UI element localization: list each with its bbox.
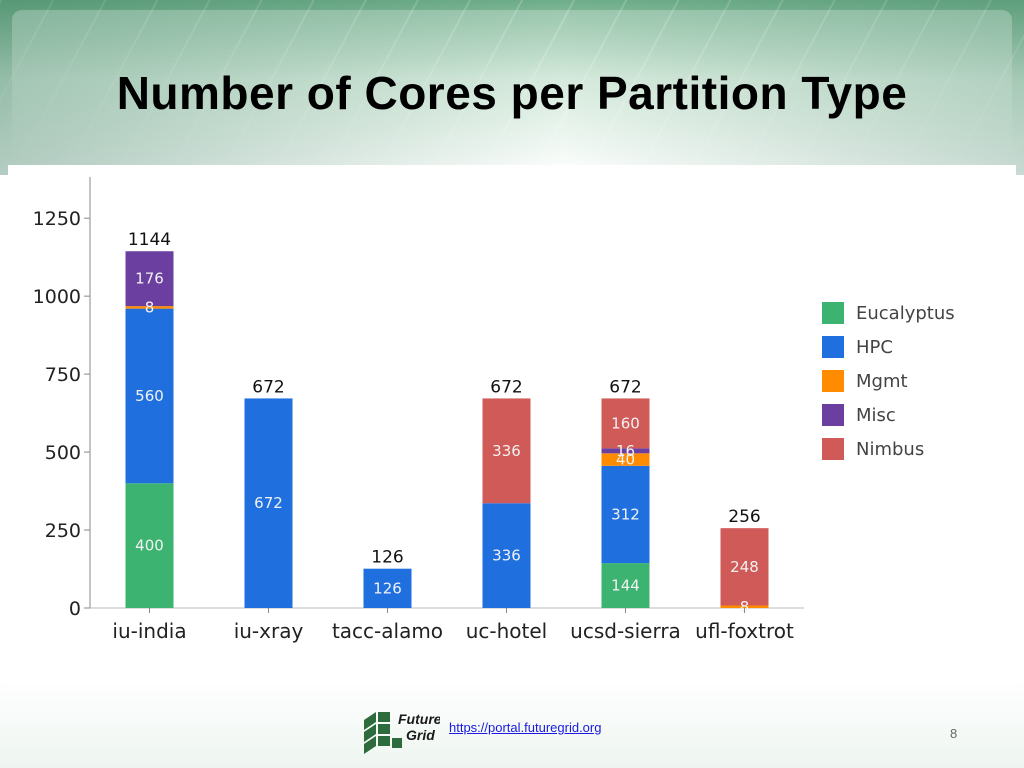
futuregrid-logo-graphic: Future Grid — [364, 711, 442, 754]
logo-text-future: Future — [398, 711, 440, 727]
bar-segment-label: 40 — [616, 451, 635, 469]
bar-segment — [601, 465, 650, 564]
bar-total-label: 672 — [609, 377, 641, 397]
bar-segment — [720, 605, 769, 608]
portal-link[interactable]: https://portal.futuregrid.org — [449, 720, 602, 735]
bar-segment-label: 176 — [135, 270, 164, 288]
header-background — [0, 0, 1024, 175]
legend-label: HPC — [856, 337, 893, 358]
page-number: 8 — [950, 726, 958, 741]
bar-segment — [125, 483, 174, 608]
y-tick-label: 500 — [45, 442, 81, 464]
bar-total-label: 672 — [490, 377, 522, 397]
legend-label: Eucalyptus — [856, 303, 955, 324]
bar-segment-label: 312 — [611, 505, 640, 523]
bar-segment — [125, 306, 174, 309]
legend-swatch — [822, 302, 844, 324]
bar-segment-label: 8 — [740, 598, 750, 616]
bar-segment-label: 16 — [616, 442, 635, 460]
x-tick-label: tacc-alamo — [332, 619, 443, 643]
x-tick-label: uc-hotel — [466, 619, 548, 643]
y-tick-label: 1000 — [33, 286, 81, 308]
bar-segment — [482, 503, 531, 608]
legend-swatch — [822, 404, 844, 426]
bar-segment — [601, 453, 650, 466]
legend-label: Misc — [856, 405, 896, 426]
bar-segment-label: 400 — [135, 537, 164, 555]
futuregrid-logo: Future Grid — [362, 708, 442, 758]
bar-segment-label: 144 — [611, 577, 640, 595]
bar-segment — [244, 398, 293, 608]
legend-swatch — [822, 438, 844, 460]
y-tick-label: 1250 — [33, 208, 81, 230]
footer-background — [0, 680, 1024, 768]
x-tick-label: ucsd-sierra — [570, 619, 681, 643]
stacked-bar-chart: 0 250 500 750 1000 1250 400 560 8 176 1144 iu-india… — [33, 177, 955, 643]
chart-container: 0 250 500 750 1000 1250 400 560 8 176 1144 iu-india… — [8, 165, 1016, 685]
bar-segment-label: 336 — [492, 547, 521, 565]
bar-segment — [125, 251, 174, 307]
bar-total-label: 126 — [371, 548, 403, 568]
bar-segment — [720, 528, 769, 606]
legend-label: Mgmt — [856, 371, 908, 392]
x-tick-label: iu-india — [112, 619, 186, 643]
bar-segment — [601, 398, 650, 449]
legend-swatch — [822, 336, 844, 358]
bar-segment-label: 126 — [373, 579, 402, 597]
logo-text-grid: Grid — [406, 727, 435, 743]
bar-segment — [601, 563, 650, 608]
bar-total-label: 256 — [728, 507, 760, 527]
bar-segment-label: 560 — [135, 387, 164, 405]
bar-total-label: 672 — [252, 377, 284, 397]
bar-segment — [601, 448, 650, 454]
bar-segment-label: 160 — [611, 414, 640, 432]
y-tick-label: 750 — [45, 364, 81, 386]
bar-segment-label: 248 — [730, 558, 759, 576]
y-tick-label: 250 — [45, 520, 81, 542]
bar-segment-label: 336 — [492, 442, 521, 460]
legend-swatch — [822, 370, 844, 392]
bar-segment — [482, 398, 531, 504]
bar-total-label: 1144 — [128, 230, 171, 250]
x-tick-label: iu-xray — [234, 619, 304, 643]
y-tick-label: 0 — [69, 598, 81, 620]
legend-label: Nimbus — [856, 439, 924, 460]
bar-segment — [125, 308, 174, 484]
bar-segment-label: 8 — [145, 298, 155, 316]
x-tick-label: ufl-foxtrot — [695, 619, 794, 643]
bar-segment-label: 672 — [254, 494, 283, 512]
slide-title: Number of Cores per Partition Type — [116, 67, 908, 119]
bar-segment — [363, 568, 412, 608]
